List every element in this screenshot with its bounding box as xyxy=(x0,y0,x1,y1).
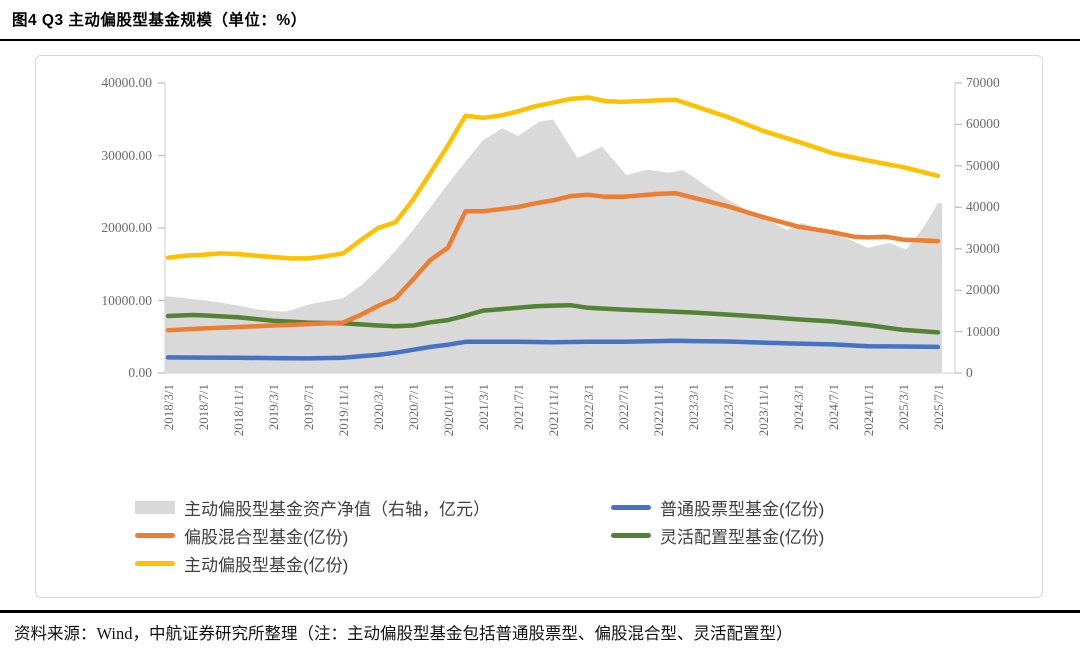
x-axis-tick-label: 2018/3/1 xyxy=(160,384,176,431)
x-axis-tick-label: 2018/11/1 xyxy=(230,384,246,437)
x-axis-tick-label: 2022/3/1 xyxy=(580,384,596,431)
yellow-line-swatch-icon xyxy=(135,560,175,566)
x-axis-tick-label: 2023/7/1 xyxy=(720,384,736,431)
legend-item-net-asset-value: 主动偏股型基金资产净值（右轴，亿元） xyxy=(135,493,605,521)
right-axis-tick-label: 70000 xyxy=(966,75,1000,90)
x-axis-tick-label: 2020/7/1 xyxy=(405,384,421,431)
right-axis-tick-label: 50000 xyxy=(966,157,1000,173)
x-axis-tick-label: 2020/11/1 xyxy=(440,384,456,437)
x-axis-tick-label: 2018/7/1 xyxy=(195,384,211,431)
left-axis-tick-label: 30000.00 xyxy=(101,147,152,163)
x-axis-tick-label: 2022/11/1 xyxy=(650,384,666,437)
green-line-swatch-icon xyxy=(611,532,651,538)
chart-legend: 主动偏股型基金资产净值（右轴，亿元） 普通股票型基金(亿份) 偏股混合型基金(亿… xyxy=(135,493,824,577)
data-source-note: 资料来源：Wind，中航证券研究所整理（注：主动偏股型基金包括普通股票型、偏股混… xyxy=(14,624,793,643)
legend-item-active-equity-fund: 主动偏股型基金(亿份) xyxy=(135,549,605,577)
x-axis-tick-label: 2025/3/1 xyxy=(895,384,911,431)
x-axis-tick-label: 2023/3/1 xyxy=(685,384,701,431)
left-axis-tick-label: 10000.00 xyxy=(101,292,152,308)
left-axis-tick-label: 40000.00 xyxy=(101,75,152,90)
left-axis-tick-label: 20000.00 xyxy=(101,220,152,235)
legend-label: 普通股票型基金(亿份) xyxy=(660,499,825,519)
title-divider xyxy=(0,39,1080,41)
blue-line-swatch-icon xyxy=(611,504,651,510)
x-axis-tick-label: 2021/11/1 xyxy=(545,384,561,437)
legend-item-equity-hybrid-fund: 偏股混合型基金(亿份) xyxy=(135,521,605,549)
right-axis-tick-label: 60000 xyxy=(966,116,1000,132)
gray-area-swatch-icon xyxy=(135,500,175,514)
x-axis-tick-label: 2021/7/1 xyxy=(510,384,526,431)
x-axis-tick-label: 2024/3/1 xyxy=(790,384,806,431)
right-axis-tick-label: 20000 xyxy=(966,282,1000,298)
x-axis-tick-label: 2019/3/1 xyxy=(265,384,281,431)
right-axis-tick-label: 40000 xyxy=(966,199,1000,215)
x-axis-tick-label: 2024/11/1 xyxy=(860,384,876,437)
x-axis-tick-label: 2024/7/1 xyxy=(825,384,841,431)
legend-item-flexible-allocation-fund: 灵活配置型基金(亿份) xyxy=(611,521,824,549)
right-axis-tick-label: 30000 xyxy=(966,240,1000,256)
orange-line-swatch-icon xyxy=(135,532,175,538)
x-axis-tick-label: 2021/3/1 xyxy=(475,384,491,431)
legend-label: 偏股混合型基金(亿份) xyxy=(184,527,349,547)
legend-label: 灵活配置型基金(亿份) xyxy=(660,527,825,547)
legend-item-common-stock-fund: 普通股票型基金(亿份) xyxy=(611,493,824,521)
x-axis-tick-label: 2022/7/1 xyxy=(615,384,631,431)
x-axis-tick-label: 2023/11/1 xyxy=(755,384,771,437)
left-axis-tick-label: 0.00 xyxy=(128,365,152,380)
legend-label: 主动偏股型基金资产净值（右轴，亿元） xyxy=(184,499,490,519)
x-axis-tick-label: 2019/7/1 xyxy=(300,384,316,431)
x-axis-tick-label: 2025/7/1 xyxy=(930,384,946,431)
figure-title: 图4 Q3 主动偏股型基金规模（单位：%） xyxy=(12,12,307,29)
right-axis-tick-label: 10000 xyxy=(966,323,1000,339)
x-axis-tick-label: 2019/11/1 xyxy=(335,384,351,437)
right-axis-tick-label: 0 xyxy=(966,365,973,380)
legend-label: 主动偏股型基金(亿份) xyxy=(184,555,349,575)
footer-divider xyxy=(0,610,1080,613)
x-axis-tick-label: 2020/3/1 xyxy=(370,384,386,431)
